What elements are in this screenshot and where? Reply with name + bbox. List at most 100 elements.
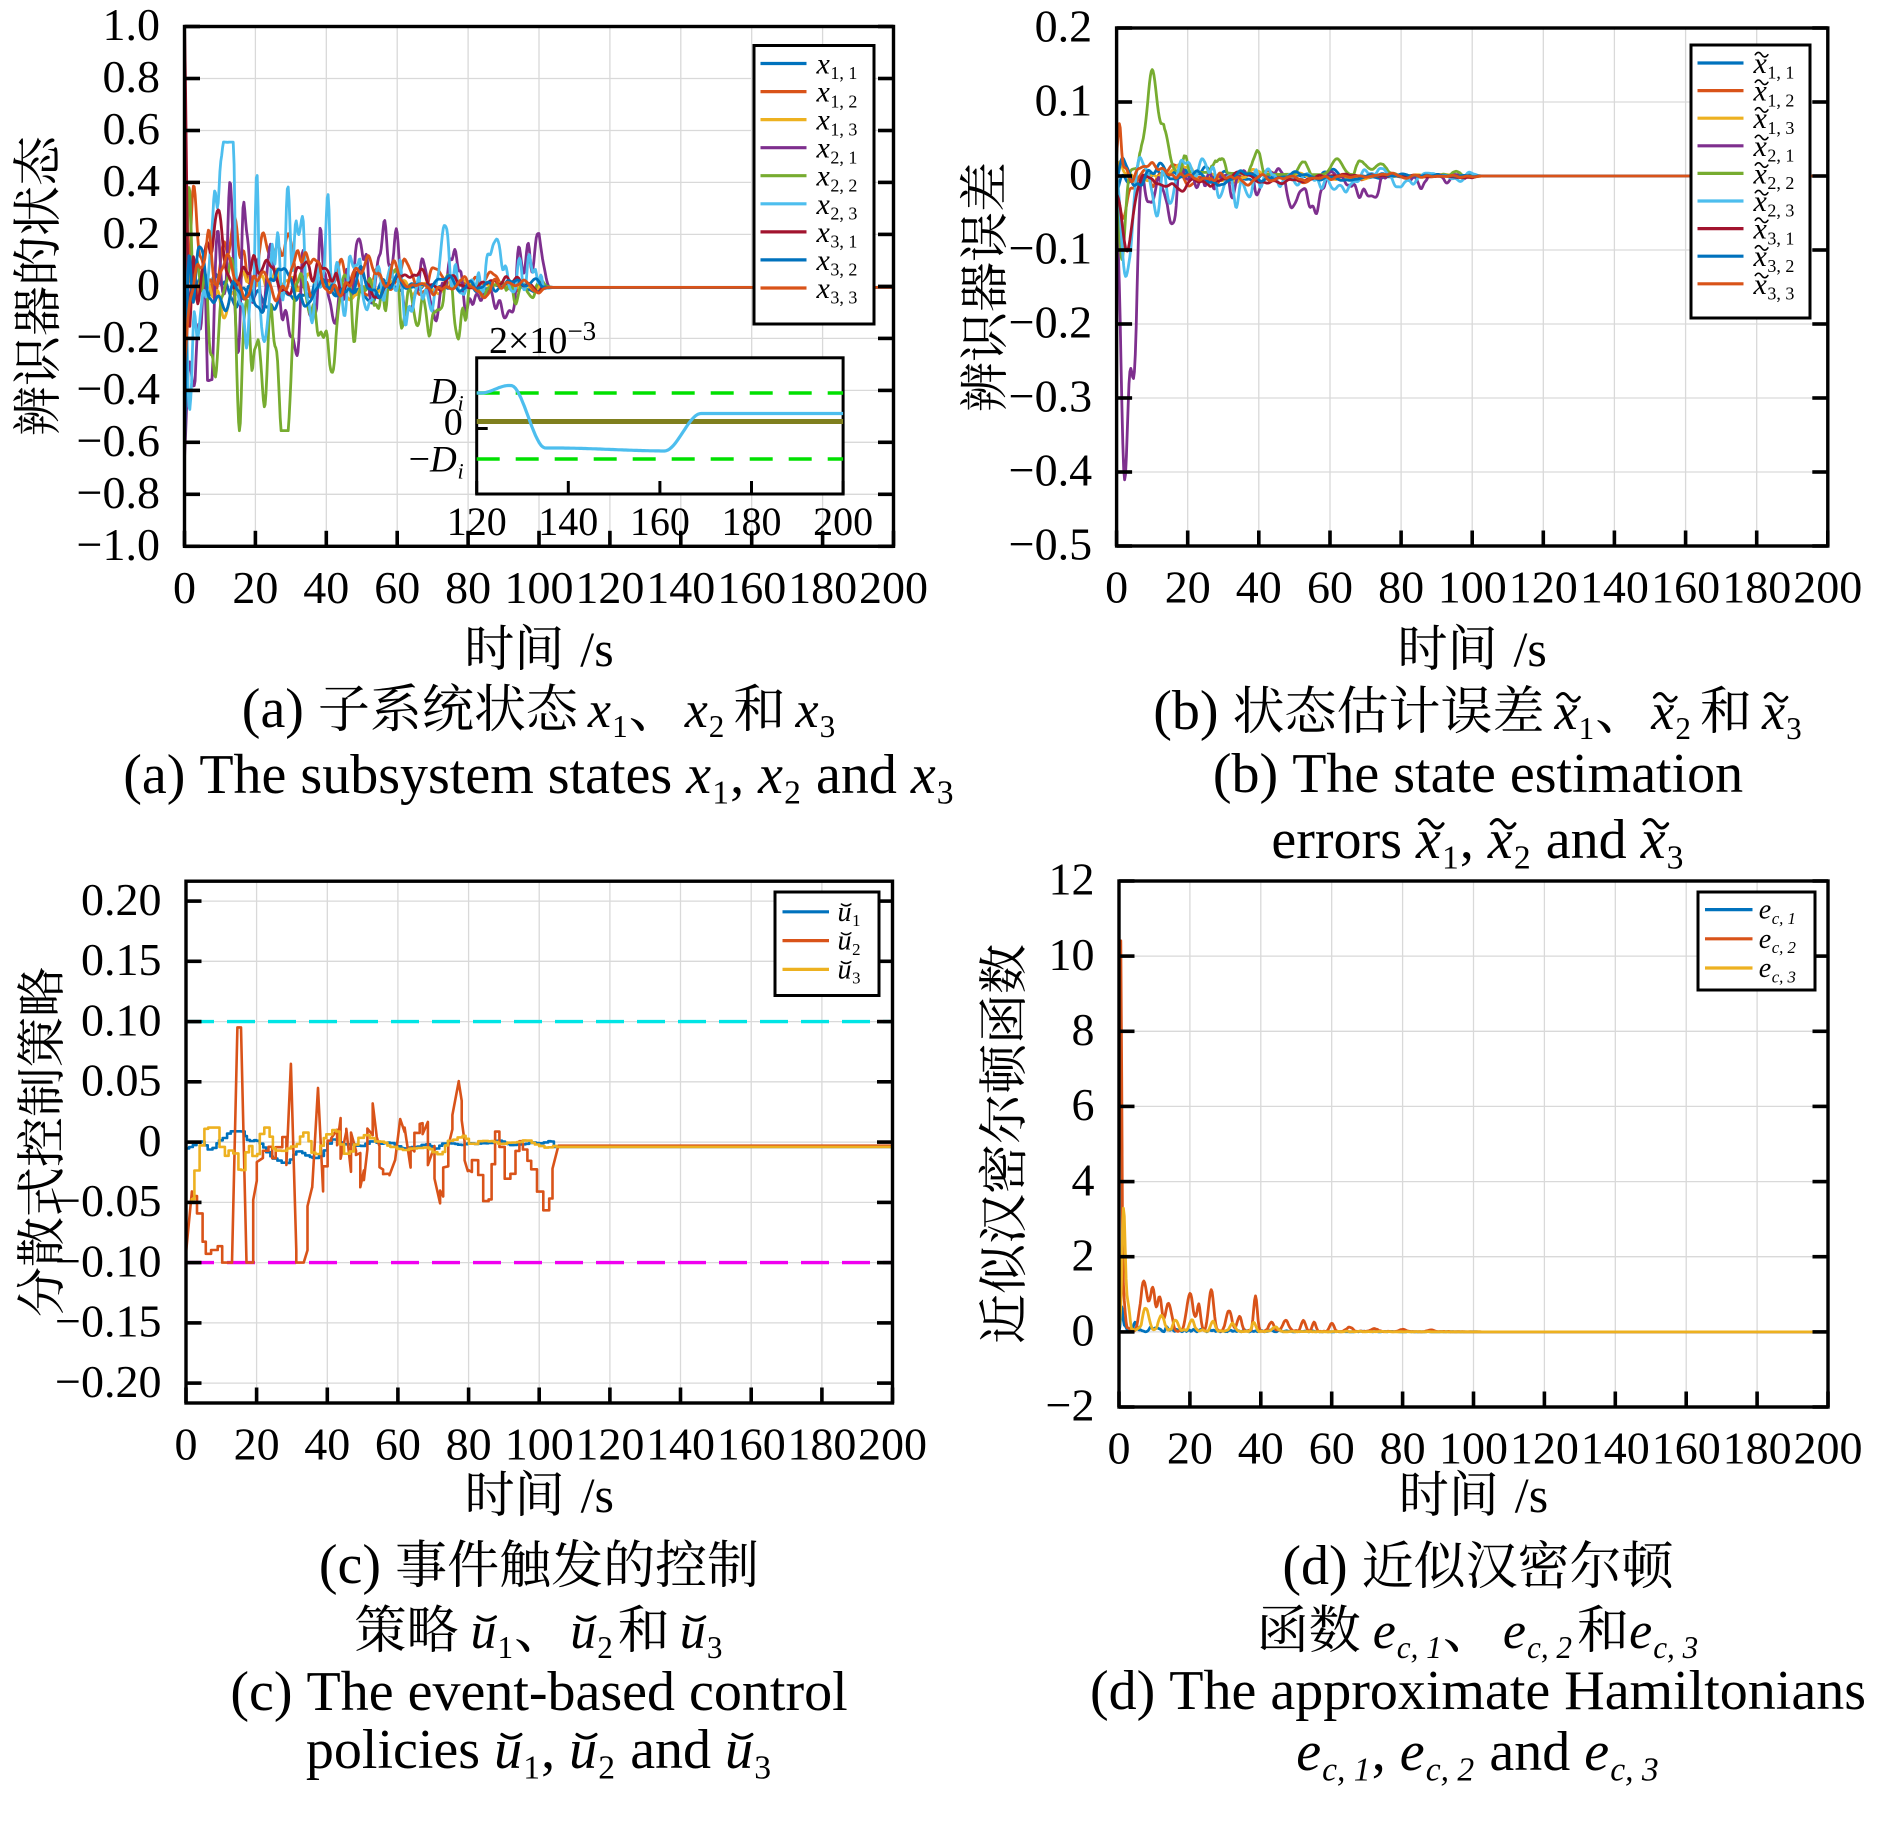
svg-text:u: u (725, 1719, 753, 1781)
svg-text:12: 12 (1049, 854, 1095, 905)
svg-text:3, 3: 3, 3 (830, 288, 857, 308)
svg-text:−2: −2 (1046, 1380, 1095, 1431)
svg-text:2, 3: 2, 3 (830, 204, 857, 224)
svg-text:(b): (b) (1153, 680, 1232, 742)
svg-text:x: x (1753, 47, 1768, 80)
svg-text:−0.4: −0.4 (1009, 445, 1092, 496)
svg-text:160: 160 (717, 562, 786, 613)
svg-text:160: 160 (717, 1419, 786, 1470)
svg-text:/s: /s (581, 1467, 614, 1523)
svg-text:e: e (1584, 1721, 1609, 1783)
svg-text:(c): (c) (319, 1534, 395, 1596)
svg-text:x: x (910, 744, 936, 806)
svg-text:e: e (1373, 1603, 1396, 1660)
svg-text:80: 80 (446, 1419, 492, 1470)
svg-text:160: 160 (1651, 562, 1720, 613)
svg-text:x: x (587, 682, 611, 739)
svg-text:(d): (d) (1282, 1535, 1361, 1597)
svg-text:2, 3: 2, 3 (1767, 201, 1794, 221)
svg-text:c, 2: c, 2 (1527, 1630, 1572, 1665)
svg-text:x: x (684, 682, 708, 739)
svg-text:u: u (569, 1719, 597, 1781)
svg-text:x: x (816, 132, 831, 165)
svg-text:0: 0 (173, 562, 196, 613)
svg-text:1.0: 1.0 (103, 0, 161, 50)
svg-text:x: x (1753, 240, 1768, 273)
svg-text:i: i (458, 459, 464, 484)
svg-text:and: and (1475, 1721, 1584, 1783)
svg-text:x: x (816, 244, 831, 277)
svg-text:x: x (1753, 157, 1768, 190)
svg-text:3, 2: 3, 2 (830, 260, 857, 280)
svg-text:120: 120 (447, 499, 507, 544)
svg-text:e: e (1629, 1603, 1652, 1660)
svg-text:0.1: 0.1 (1035, 75, 1093, 126)
svg-text:3, 1: 3, 1 (830, 232, 857, 252)
svg-text:120: 120 (575, 562, 644, 613)
svg-text:0: 0 (1069, 149, 1092, 200)
svg-text:x: x (1415, 809, 1441, 871)
svg-text:1: 1 (712, 775, 729, 812)
svg-text:0: 0 (175, 1419, 198, 1470)
svg-text:180: 180 (787, 1419, 856, 1470)
svg-text:u: u (838, 897, 852, 928)
svg-text:x: x (1753, 185, 1768, 218)
svg-text:160: 160 (630, 499, 690, 544)
svg-text:−0.2: −0.2 (1009, 297, 1092, 348)
svg-text:1: 1 (498, 1630, 514, 1665)
svg-text:2: 2 (784, 775, 801, 812)
svg-text:x: x (757, 744, 783, 806)
svg-text:D: D (429, 372, 457, 413)
svg-text:1, 3: 1, 3 (830, 119, 857, 139)
svg-text:x: x (1753, 75, 1768, 108)
svg-text:20: 20 (232, 562, 278, 613)
svg-text:180: 180 (788, 562, 857, 613)
svg-text:60: 60 (375, 1419, 421, 1470)
svg-text:x: x (1753, 102, 1768, 135)
svg-text:80: 80 (445, 562, 491, 613)
svg-text:policies: policies (306, 1719, 494, 1781)
svg-text:140: 140 (1581, 1423, 1650, 1474)
svg-text:c, 2: c, 2 (1772, 938, 1797, 957)
svg-text:120: 120 (1509, 562, 1578, 613)
svg-text:140: 140 (1580, 562, 1649, 613)
svg-text:0.20: 0.20 (81, 874, 162, 925)
svg-text:200: 200 (859, 562, 928, 613)
svg-text:3: 3 (707, 1630, 723, 1665)
svg-text:−0.1: −0.1 (1009, 223, 1092, 274)
svg-text:3, 3: 3, 3 (1767, 284, 1794, 304)
svg-text:e: e (1759, 953, 1771, 984)
svg-text:c, 2: c, 2 (1426, 1752, 1475, 1789)
svg-text:(a): (a) (242, 678, 318, 740)
svg-text:60: 60 (374, 562, 420, 613)
svg-text:0: 0 (1072, 1305, 1095, 1356)
svg-text:0.2: 0.2 (1035, 1, 1093, 52)
svg-text:1, 2: 1, 2 (1767, 90, 1794, 110)
svg-text:u: u (838, 954, 852, 985)
svg-text:1, 1: 1, 1 (1767, 63, 1794, 83)
svg-text:3: 3 (852, 969, 860, 988)
svg-text:2, 2: 2, 2 (1767, 173, 1794, 193)
svg-text:,: , (1372, 1721, 1400, 1783)
svg-text:100: 100 (1438, 562, 1507, 613)
svg-text:120: 120 (575, 1419, 644, 1470)
svg-text:3: 3 (820, 709, 836, 744)
svg-text:0.8: 0.8 (103, 51, 161, 102)
svg-text:x: x (816, 272, 831, 305)
svg-text:c, 1: c, 1 (1322, 1752, 1370, 1789)
svg-text:200: 200 (1794, 1423, 1863, 1474)
svg-text:0: 0 (137, 259, 160, 310)
svg-text:/s: /s (1515, 1467, 1548, 1523)
svg-text:u: u (838, 926, 852, 957)
svg-text:8: 8 (1072, 1004, 1095, 1055)
svg-text:2: 2 (709, 709, 725, 744)
svg-text:200: 200 (858, 1419, 927, 1470)
svg-text:x: x (1554, 684, 1578, 741)
svg-text:0: 0 (139, 1115, 162, 1166)
svg-text:,: , (1460, 809, 1488, 871)
svg-text:2, 1: 2, 1 (830, 147, 857, 167)
svg-text:20: 20 (1165, 562, 1211, 613)
svg-text:u: u (471, 1603, 497, 1660)
svg-text:−0.8: −0.8 (77, 467, 160, 518)
svg-text:,: , (730, 744, 758, 806)
